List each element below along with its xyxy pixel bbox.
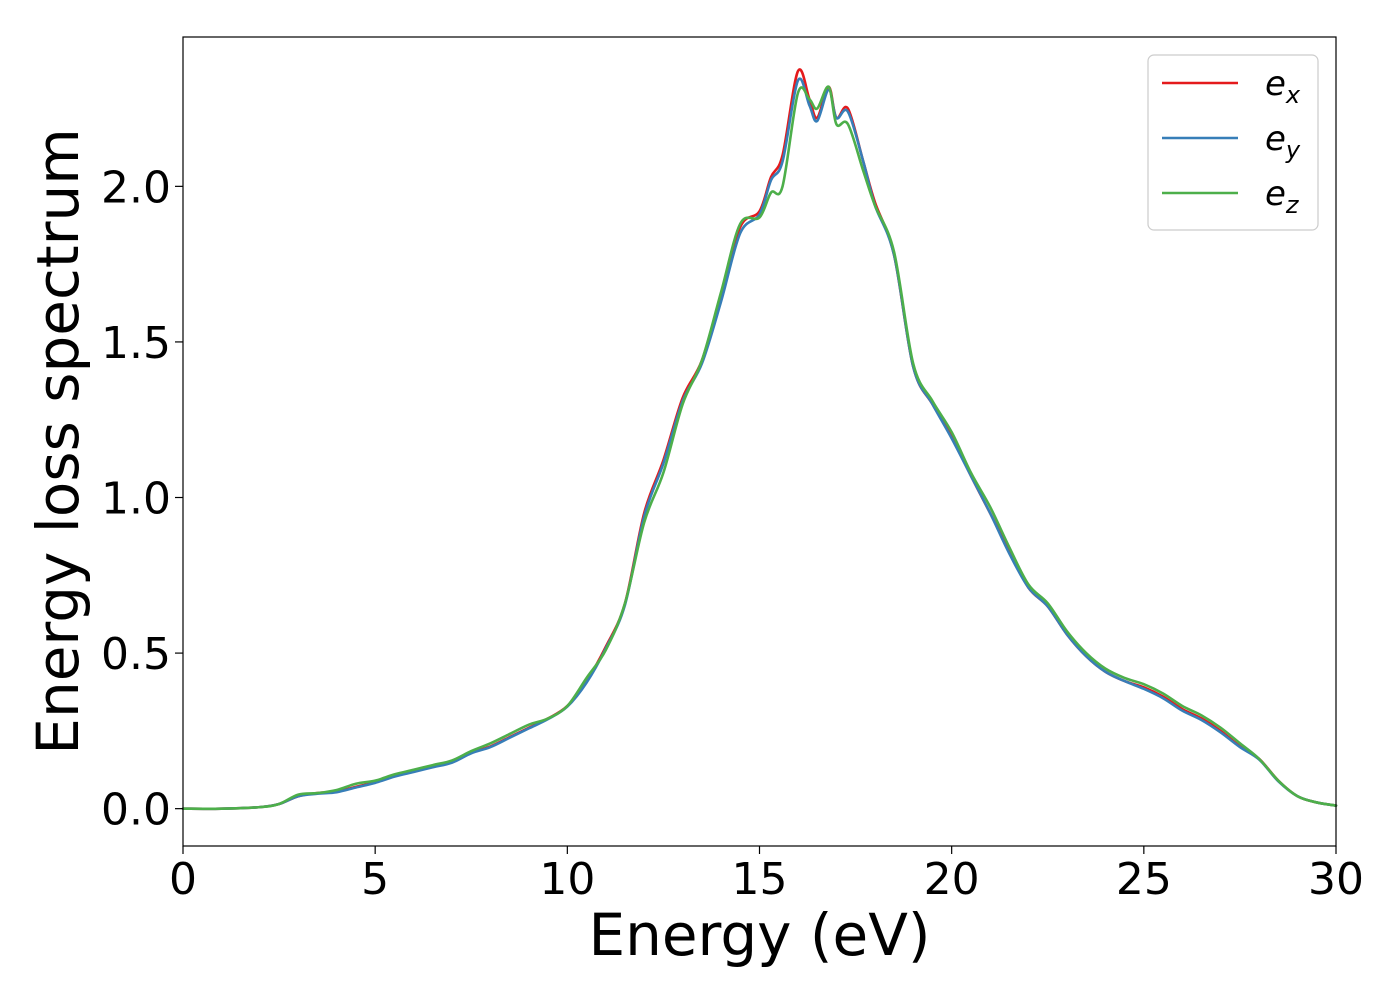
y-axis-label: Energy loss spectrum	[24, 128, 92, 754]
x-tick-label: 20	[924, 854, 980, 905]
y-axis-ticks: 0.0 0.5 1.0 1.5 2.0	[101, 162, 183, 836]
x-tick-label: 30	[1308, 854, 1364, 905]
y-tick-label: 1.0	[101, 474, 171, 525]
x-axis-ticks: 0 5 10 15 20 25 30	[169, 846, 1364, 905]
x-tick-label: 5	[361, 854, 389, 905]
legend-label-z: ez	[1265, 174, 1300, 219]
y-tick-label: 1.5	[101, 318, 171, 369]
legend-box	[1147, 54, 1319, 231]
series-lines	[181, 68, 1338, 811]
y-tick-label: 2.0	[101, 162, 171, 213]
y-tick-label: 0.5	[101, 629, 171, 680]
legend-label-x: ex	[1265, 64, 1301, 109]
legend: ex ey ez	[1147, 54, 1319, 231]
x-tick-label: 10	[539, 854, 595, 905]
x-axis-label: Energy (eV)	[588, 901, 930, 969]
series-line-z	[181, 85, 1338, 811]
x-tick-label: 25	[1116, 854, 1172, 905]
series-line-y	[181, 77, 1338, 811]
x-tick-label: 15	[732, 854, 788, 905]
legend-label-y: ey	[1265, 119, 1301, 164]
x-tick-label: 0	[169, 854, 197, 905]
y-tick-label: 0.0	[101, 785, 171, 836]
